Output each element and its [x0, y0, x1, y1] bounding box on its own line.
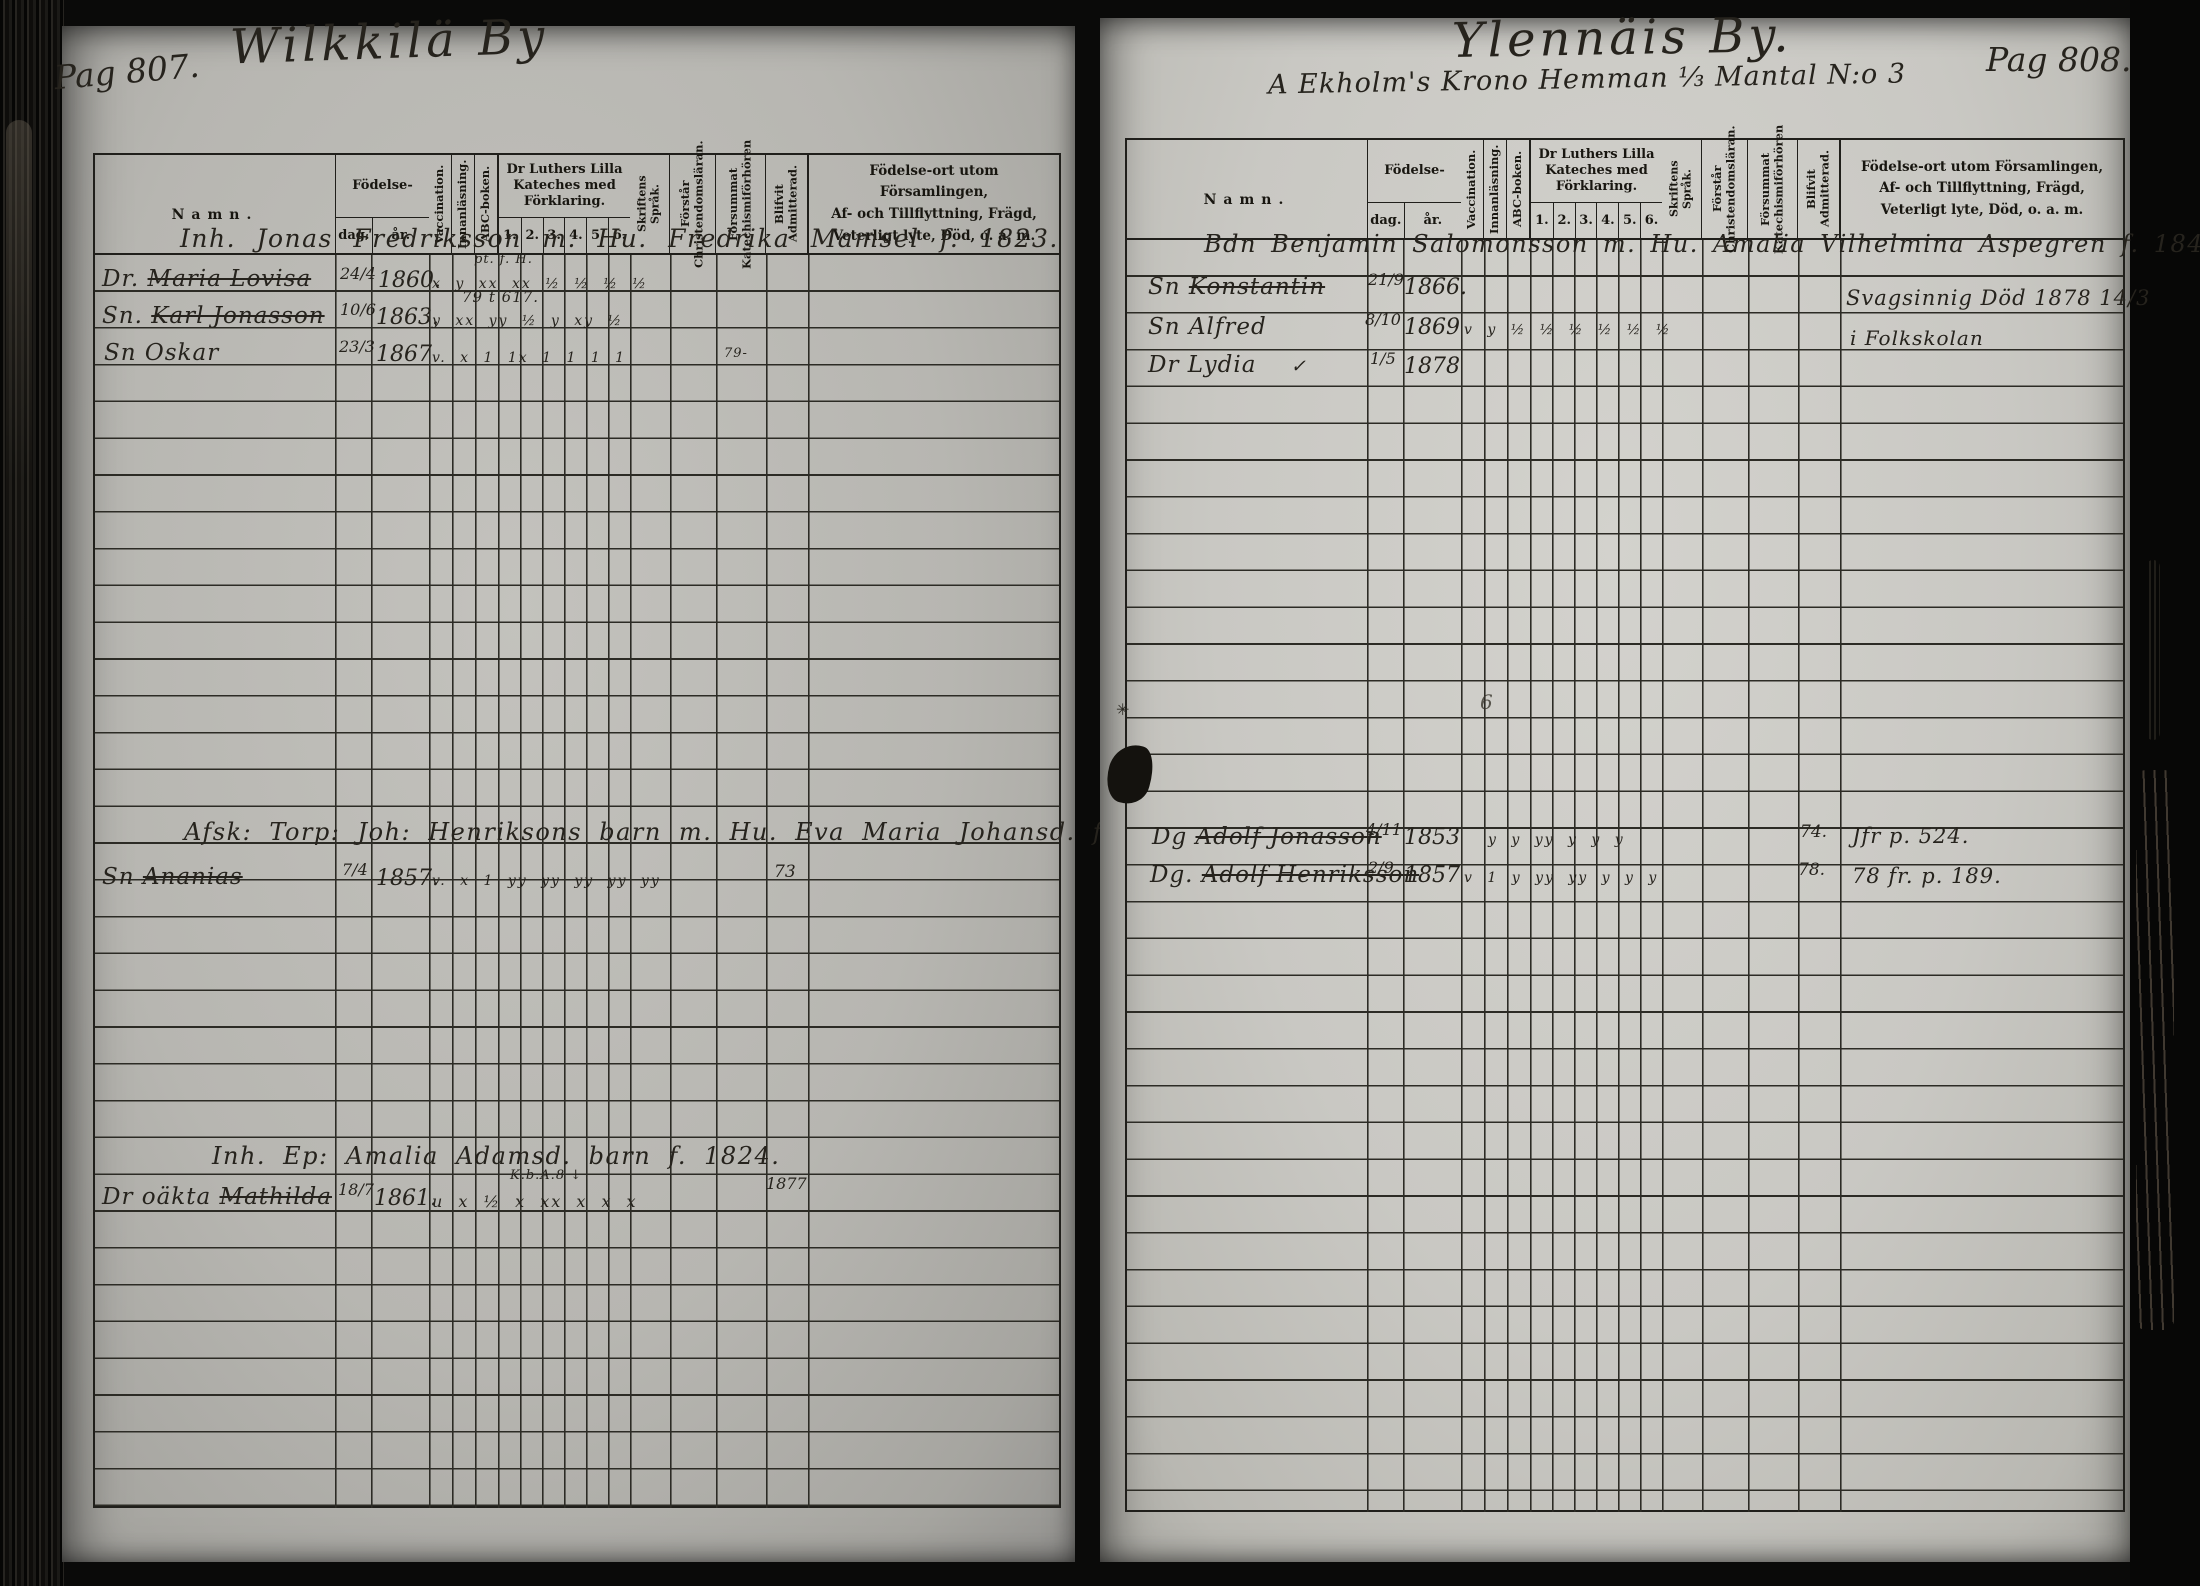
entry-marks: u x ½ x xx x x x	[432, 1192, 638, 1211]
col-header-blifvit: Blifvit Admitterad.	[1798, 140, 1840, 238]
col-header-kateches: Dr Luthers Lilla Kateches med Förklaring…	[1530, 140, 1662, 238]
entry-birth-date: 8/10	[1365, 310, 1401, 329]
entry-marks: y xx yy ½ y xy ½	[432, 313, 624, 329]
entry-name: Dg Adolf Jonasson	[1152, 824, 1382, 850]
book-spine	[0, 0, 64, 1586]
col-header-ar: år.	[371, 218, 429, 253]
entry-remark: 78 fr. p. 189.	[1852, 864, 2002, 888]
entry-birth-date: 7/4	[342, 860, 368, 879]
page-edge-streaks	[2136, 770, 2174, 1330]
entry-name: Sn Konstantin	[1148, 274, 1326, 300]
entry-name: Sn Alfred	[1148, 314, 1267, 340]
entry-birth-date: 2/9	[1368, 858, 1394, 877]
entry-birth-year: 1857.	[376, 866, 439, 891]
family-heading: Afsk: Torp: Joh: Henriksons barn m. Hu. …	[184, 818, 1188, 846]
entry-marks: y y yy y y y	[1488, 832, 1625, 848]
stray-pen-mark: 6	[1480, 690, 1493, 714]
entry-birth-year: 1866.	[1404, 275, 1467, 300]
entry-marks: v. x 1 1x 1 1 1 1	[432, 350, 627, 366]
entry-admitted: 1877	[766, 1174, 807, 1193]
entry-birth-date: 4/11	[1366, 820, 1402, 839]
entry-note: 79 t 617.	[462, 288, 540, 306]
page-number-left: Pag 807.	[52, 45, 201, 98]
col-header-kateches: Dr Luthers Lilla Kateches med Förklaring…	[498, 155, 630, 253]
page-right: Ylennäis By. A Ekholm's Krono Hemman ⅓ M…	[1100, 7, 2200, 1562]
entry-birth-date: 23/3	[339, 337, 375, 356]
entry-birth-date: 1/5	[1370, 349, 1396, 368]
entry-marks: v. x 1 yy yy yy yy yy	[432, 873, 661, 889]
col-header-forstar: Förstår Christendomsläran.	[1702, 125, 1748, 253]
table-header-left: Namn. Födelse- dag. år. Vaccination. Inn…	[95, 139, 1059, 269]
entry-birth-date: 21/9	[1368, 270, 1404, 289]
entry-birth-year: 1857	[1404, 863, 1460, 888]
entry-remark: i Folkskolan	[1850, 326, 1984, 350]
col-header-fodelse: Födelse- dag. år.	[1367, 140, 1461, 238]
entry-marks: x y xx xx ½ ½ ½ ½	[432, 276, 648, 292]
entry-name: Dr Lydia ✓	[1148, 352, 1307, 378]
entry-birth-year: 1869	[1404, 315, 1460, 340]
entry-remark: Jfr p. 524.	[1852, 824, 1970, 848]
entry-birth-date: 24/4	[340, 264, 376, 283]
page-title-right: Ylennäis By.	[1451, 7, 1793, 69]
family-heading: Inh. Jonas Fredriksson m. Hu. Fredrika M…	[180, 224, 1059, 253]
entry-birth-date: 18/7	[338, 1180, 374, 1199]
col-header-forsummat: Försummat Katechismiförhören	[1748, 124, 1798, 254]
entry-remark: Svagsinnig Död 1878 14/3	[1846, 286, 2151, 310]
entry-birth-year: 1863.	[376, 305, 439, 330]
entry-birth-year: 1860.	[378, 268, 441, 293]
entry-admitted: 73	[774, 862, 796, 882]
entry-marks: v 1 y yy yy y y y	[1464, 870, 1659, 886]
col-header-remarks: Födelse-ort utom Församlingen, Af- och T…	[808, 155, 1059, 253]
entry-note: pt. f. H.	[474, 252, 533, 267]
entry-birth-year: 1878	[1404, 354, 1460, 379]
table-grid-right	[1127, 240, 2123, 1512]
entry-name: Dg. Adolf Henriksson	[1150, 862, 1420, 888]
page-left: Pag 807. Wilkkilä By Namn. Födelse- dag.…	[53, 8, 1186, 1562]
register-table-left: Namn. Födelse- dag. år. Vaccination. Inn…	[93, 139, 1061, 1508]
page-edge-streaks-small	[2146, 560, 2160, 740]
entry-birth-date: 10/6	[340, 300, 376, 319]
entry-admitted: 78.	[1798, 860, 1826, 880]
entry-admitted: 74.	[1800, 822, 1828, 842]
col-header-skriftens-sprak: Skriftens Språk.	[1662, 140, 1702, 238]
col-header-innanlasning: Innanläsning.	[1484, 140, 1507, 238]
entry-name: Sn Ananias	[102, 864, 243, 890]
col-header-ar: år.	[1403, 203, 1461, 238]
entry-extra-mark: 79-	[724, 346, 748, 361]
family-heading: Inh. Ep: Amalia Adamsd. barn f. 1824.	[212, 1142, 781, 1170]
col-header-vaccination: Vaccination.	[1461, 140, 1484, 238]
table-grid-left	[95, 255, 1059, 1508]
col-header-dag: dag.	[338, 228, 370, 243]
col-header-abc-boken: ABC-boken.	[1507, 140, 1530, 238]
col-header-dag: dag.	[1370, 213, 1402, 228]
col-header-fodelse: Födelse- dag. år.	[335, 155, 429, 253]
entry-birth-year: 1861.	[374, 1186, 437, 1211]
entry-note: K.b.A.8 ↓	[510, 1168, 583, 1183]
family-heading: Bdn Benjamin Salomonsson m. Hu. Amalia V…	[1204, 230, 2200, 258]
page-title-left: Wilkkilä By	[229, 8, 550, 76]
entry-name: Dr. Maria Lovisa	[102, 266, 312, 292]
col-header-namn: Namn.	[171, 207, 259, 223]
entry-marks: v y ½ ½ ½ ½ ½ ½	[1464, 322, 1672, 338]
entry-birth-year: 1853	[1404, 825, 1460, 850]
col-header-namn: Namn.	[1203, 192, 1291, 208]
book-spine-highlight	[6, 120, 32, 1020]
entry-name: Sn. Karl Jonasson	[102, 303, 325, 329]
col-header-remarks: Födelse-ort utom Församlingen, Af- och T…	[1840, 140, 2123, 238]
ink-asterisk-mark: ✳	[1116, 700, 1130, 719]
register-table-right: Namn. Födelse- dag. år. Vaccination. Inn…	[1125, 124, 2125, 1512]
page-subtitle-right: A Ekholm's Krono Hemman ⅓ Mantal N:o 3	[1267, 58, 1907, 101]
table-header-right: Namn. Födelse- dag. år. Vaccination. Inn…	[1127, 124, 2123, 254]
check-mark: ✓	[1290, 356, 1307, 377]
entry-name: Dr oäkta Mathilda	[102, 1184, 332, 1210]
page-number-right: Pag 808.	[1986, 40, 2132, 79]
entry-birth-year: 1867	[376, 342, 432, 367]
entry-name: Sn Oskar	[104, 340, 220, 366]
